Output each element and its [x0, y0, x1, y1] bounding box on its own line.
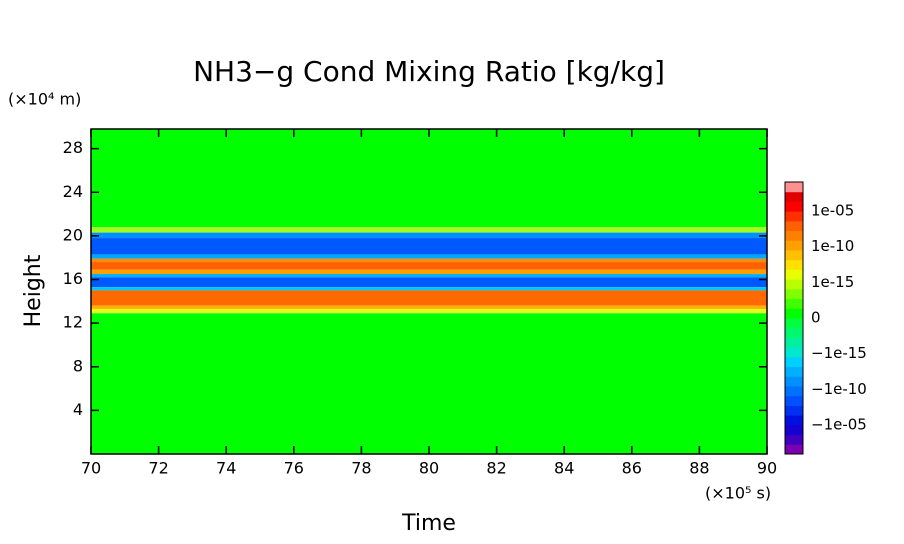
colorbar-label: −1e-05 — [811, 416, 867, 434]
colorbar-swatch — [785, 444, 803, 455]
colorbar-swatch — [785, 308, 803, 319]
colorbar-swatch — [785, 240, 803, 251]
colorbar-frame — [784, 181, 804, 455]
y-tick-label: 12 — [63, 313, 83, 332]
colorbar-swatch — [785, 376, 803, 387]
colorbar-swatch — [785, 356, 803, 368]
colorbar-label: 1e-15 — [811, 273, 854, 291]
colorbar-swatch — [785, 337, 803, 348]
colorbar-swatch — [785, 366, 803, 377]
colorbar-swatch — [785, 220, 803, 232]
x-tick-label: 80 — [419, 459, 439, 478]
contour-band — [91, 308, 767, 314]
x-unit: (×10⁵ s) — [705, 484, 771, 503]
colorbar-label: −1e-15 — [811, 344, 867, 362]
colorbar-swatch — [785, 415, 803, 426]
y-tick-label: 4 — [73, 400, 83, 419]
x-tick-label: 76 — [284, 459, 304, 478]
contour-band — [91, 274, 767, 278]
colorbar-swatch — [785, 230, 803, 241]
colorbar-swatch — [785, 424, 803, 436]
colorbar-swatch — [785, 347, 803, 358]
contour-band — [91, 313, 767, 454]
x-tick-label: 88 — [689, 459, 709, 478]
x-tick-label: 78 — [351, 459, 371, 478]
contour-band — [91, 254, 767, 259]
contour-band — [91, 232, 767, 239]
contour-band — [91, 238, 767, 255]
chart-title: NH3−g Cond Mixing Ratio [kg/kg] — [193, 55, 665, 88]
contour-band — [91, 262, 767, 270]
contour-band — [91, 258, 767, 263]
colorbar-swatch — [785, 269, 803, 280]
contour-band — [91, 287, 767, 291]
colorbar-swatch — [785, 318, 803, 329]
x-tick-label: 90 — [757, 459, 777, 478]
x-tick-label: 84 — [554, 459, 574, 478]
x-tick-label: 82 — [486, 459, 506, 478]
contour-band — [91, 269, 767, 275]
contour-band — [91, 277, 767, 288]
y-tick-label: 24 — [63, 182, 83, 201]
colorbar-swatch — [785, 327, 803, 338]
colorbar-label: 1e-10 — [811, 237, 854, 255]
colorbar-label: 1e-05 — [811, 202, 854, 220]
colorbar-label: −1e-10 — [811, 380, 867, 398]
colorbar-swatch — [785, 201, 803, 212]
y-axis-label: Height — [21, 254, 46, 327]
colorbar-swatch — [785, 434, 803, 445]
y-unit: (×10⁴ m) — [8, 90, 81, 109]
colorbar-swatch — [785, 386, 803, 397]
x-tick-label: 72 — [148, 459, 168, 478]
contour-band — [91, 227, 767, 233]
colorbar-swatch — [785, 405, 803, 416]
colorbar-swatch — [785, 191, 803, 202]
x-tick-label: 70 — [81, 459, 101, 478]
colorbar-swatch — [785, 298, 803, 309]
colorbar-swatch — [785, 182, 803, 193]
colorbar-swatch — [785, 279, 803, 290]
y-tick-label: 28 — [63, 138, 83, 157]
y-tick-label: 16 — [63, 269, 83, 288]
x-tick-label: 74 — [216, 459, 236, 478]
contour-band — [91, 129, 767, 228]
x-tick-label: 86 — [622, 459, 642, 478]
colorbar-swatch — [785, 211, 803, 222]
colorbar-swatch — [785, 395, 803, 406]
colorbar-label: 0 — [811, 309, 821, 327]
contour-band — [91, 305, 767, 309]
y-tick-label: 20 — [63, 225, 83, 244]
y-tick-label: 8 — [73, 356, 83, 375]
x-axis-label: Time — [401, 511, 456, 536]
colorbar-swatch — [785, 259, 803, 270]
colorbar-swatch — [785, 250, 803, 261]
colorbar-swatch — [785, 288, 803, 300]
contour-band — [91, 290, 767, 306]
